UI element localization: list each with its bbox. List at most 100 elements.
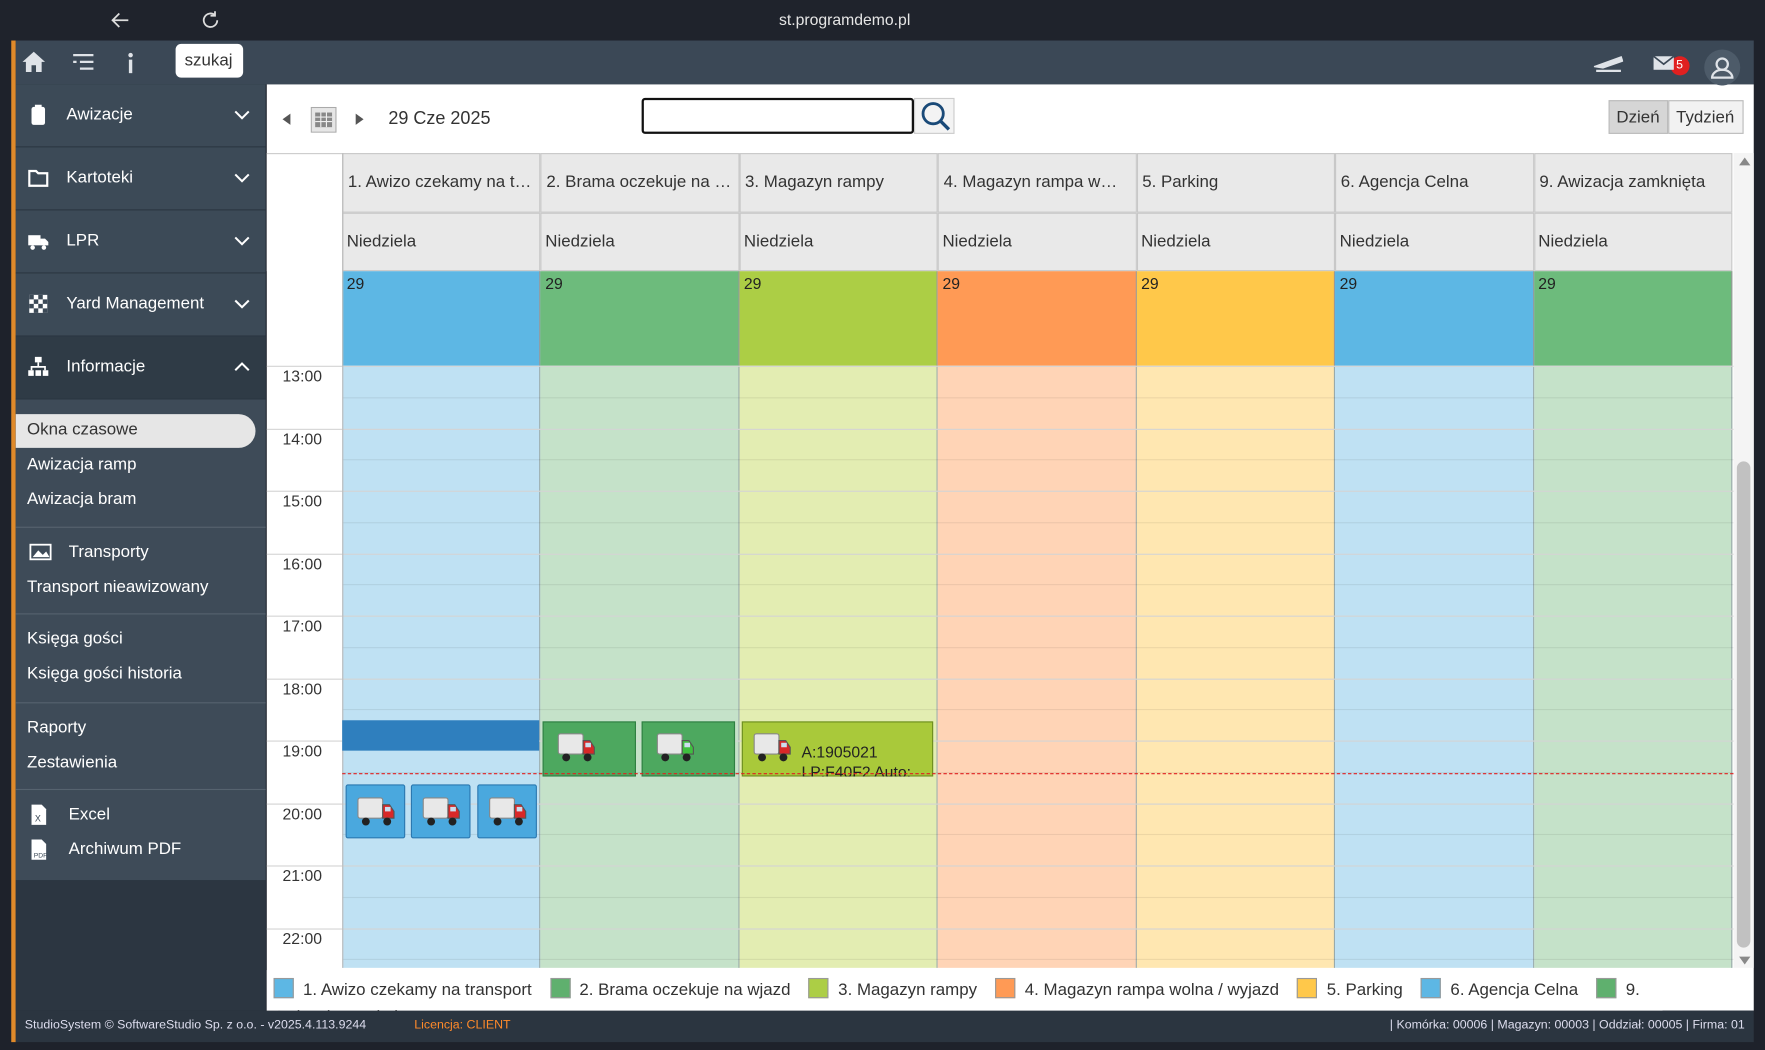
sidebar-item[interactable]: Transport nieawizowany (27, 577, 209, 597)
hour-line (266, 615, 1734, 617)
home-icon[interactable] (21, 51, 46, 74)
all-day-band (1335, 271, 1534, 366)
legend-label: 3. Magazyn rampy (838, 980, 978, 1000)
sidebar-section[interactable]: Yard Management (66, 293, 205, 313)
column-header (1533, 153, 1733, 213)
legend-label: 5. Parking (1326, 980, 1403, 1000)
view-button[interactable] (1668, 100, 1744, 134)
sidebar-item[interactable]: Awizacja ramp (27, 454, 137, 474)
truck-icon[interactable] (752, 729, 793, 765)
legend-label: 9. Awizacja zamknięta (274, 980, 1640, 1010)
info-icon[interactable] (124, 52, 138, 75)
truck-icon[interactable] (356, 793, 397, 829)
chevron[interactable] (234, 298, 250, 309)
search-button[interactable] (175, 43, 244, 78)
search-icon[interactable] (919, 100, 953, 132)
day-name: Niedziela (1141, 231, 1211, 251)
column-name: 9. Awizacja zamknięta (1539, 172, 1706, 192)
section-icon (29, 294, 48, 313)
prev-arrow[interactable] (280, 113, 291, 127)
hour-label: 18:00 (282, 679, 322, 698)
hour-label: 16:00 (282, 554, 322, 573)
chevron[interactable] (234, 235, 250, 246)
column-header (739, 153, 938, 213)
hour-line (266, 865, 1734, 867)
scroll-down[interactable] (1739, 956, 1751, 965)
column-name: 6. Agencja Celna (1340, 172, 1469, 192)
legend-swatch (1297, 977, 1318, 999)
sidebar-item[interactable]: Archiwum PDF (68, 839, 182, 859)
half-hour-line (342, 396, 1734, 399)
calendar-search-input[interactable] (641, 97, 915, 134)
event-text: A:1905021 (801, 742, 878, 761)
legend-item: 6. Agencja Celna (1420, 977, 1578, 999)
view-button[interactable] (1608, 100, 1669, 134)
scroll-up[interactable] (1739, 157, 1751, 166)
sidebar-section[interactable]: Kartoteki (66, 167, 134, 187)
hour-line (266, 428, 1734, 430)
column-body (739, 365, 938, 968)
column-body (540, 365, 740, 968)
legend-item: 1. Awizo czekamy na transport (273, 977, 532, 999)
sidebar-item[interactable]: Zestawienia (27, 752, 118, 773)
sidebar-item[interactable]: Księga gości historia (27, 663, 182, 684)
svg-text:PDF: PDF (34, 853, 48, 860)
sidebar-bottom (15, 880, 266, 1011)
mail-count: 5 (1676, 58, 1683, 73)
column-name: 4. Magazyn rampa w… (943, 172, 1118, 192)
hour-line (266, 927, 1734, 930)
view-label[interactable]: Tydzień (1676, 108, 1735, 128)
legend: 1. Awizo czekamy na transport 2. Brama o… (266, 970, 1663, 1011)
sidebar-item[interactable]: Awizacja bram (27, 489, 137, 509)
legend-item: 5. Parking (1297, 977, 1403, 1000)
group-divider (15, 702, 266, 704)
sidebar-item[interactable]: Księga gości (27, 629, 123, 649)
sidebar-item[interactable]: Raporty (27, 718, 87, 738)
half-hour-line (342, 584, 1734, 586)
half-hour-line (342, 709, 1734, 711)
half-hour-line (342, 834, 1734, 836)
sidebar-section[interactable]: LPR (66, 230, 100, 250)
search-label[interactable]: szukaj (184, 50, 233, 70)
sidebar-section[interactable]: Awizacje (66, 104, 133, 124)
plane-icon[interactable] (1593, 53, 1624, 73)
date-number: 29 (346, 274, 365, 293)
legend-label: 4. Magazyn rampa wolna / wyjazd (1024, 980, 1280, 1000)
chevron[interactable] (234, 361, 250, 372)
next-arrow[interactable] (355, 113, 366, 127)
day-name: Niedziela (545, 231, 615, 251)
column-body (937, 365, 1137, 968)
item-icon (29, 543, 52, 561)
menu-icon[interactable] (72, 53, 95, 72)
day-name: Niedziela (942, 231, 1012, 251)
calendar-icon[interactable] (310, 106, 337, 133)
sidebar-item[interactable]: Okna czasowe (27, 419, 138, 439)
back-icon[interactable] (110, 10, 130, 30)
column-header (1335, 153, 1534, 213)
url[interactable]: st.programdemo.pl (778, 10, 911, 29)
view-label[interactable]: Dzień (1616, 108, 1660, 128)
section-divider (15, 335, 266, 337)
section-divider (15, 146, 266, 148)
scroll-thumb[interactable] (1736, 461, 1751, 948)
truck-icon[interactable] (421, 793, 462, 829)
sidebar-section[interactable]: Informacje (66, 356, 146, 376)
chevron[interactable] (234, 172, 250, 183)
chevron[interactable] (234, 109, 250, 120)
event-bar[interactable] (342, 720, 540, 751)
sidebar-item[interactable]: Excel (68, 804, 110, 824)
truck-icon[interactable] (556, 729, 597, 765)
date-number: 29 (1141, 274, 1159, 293)
truck-icon[interactable] (655, 729, 696, 765)
half-hour-line (342, 646, 1734, 648)
footer (15, 1010, 1754, 1043)
user-icon[interactable] (1702, 49, 1743, 86)
reload-icon[interactable] (200, 10, 220, 30)
mail-icon[interactable] (1652, 55, 1675, 71)
date-number: 29 (743, 274, 762, 293)
hour-label: 20:00 (282, 804, 322, 823)
sidebar-item[interactable]: Transporty (68, 542, 149, 562)
half-hour-line (342, 959, 1734, 961)
truck-icon[interactable] (487, 793, 528, 829)
event-box[interactable] (477, 784, 537, 839)
